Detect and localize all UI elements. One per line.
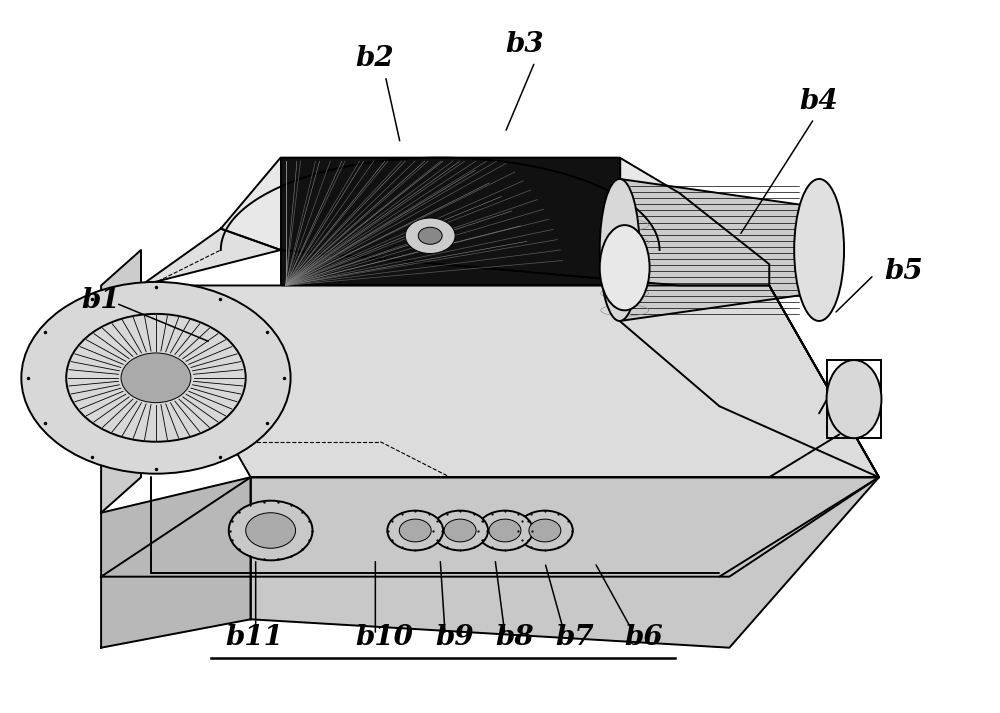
Polygon shape: [620, 179, 819, 321]
Text: b3: b3: [505, 31, 544, 58]
Polygon shape: [141, 229, 281, 285]
Polygon shape: [101, 477, 879, 577]
Circle shape: [432, 511, 488, 550]
Text: b1: b1: [81, 287, 120, 314]
Circle shape: [477, 511, 533, 550]
Text: b7: b7: [555, 625, 593, 651]
Circle shape: [229, 501, 313, 560]
Circle shape: [387, 511, 443, 550]
Circle shape: [529, 519, 561, 542]
Circle shape: [399, 519, 431, 542]
Text: b9: b9: [435, 625, 474, 651]
Text: b6: b6: [625, 625, 663, 651]
Polygon shape: [251, 477, 879, 647]
Circle shape: [517, 511, 573, 550]
Circle shape: [444, 519, 476, 542]
Circle shape: [418, 227, 442, 245]
Circle shape: [405, 218, 455, 254]
Text: b5: b5: [884, 259, 923, 285]
Circle shape: [21, 282, 291, 473]
Text: b2: b2: [355, 46, 394, 73]
Polygon shape: [769, 285, 879, 477]
Text: b4: b4: [799, 88, 838, 115]
Ellipse shape: [827, 360, 881, 438]
Text: b8: b8: [495, 625, 534, 651]
Circle shape: [121, 353, 191, 403]
Circle shape: [246, 513, 296, 548]
Ellipse shape: [600, 225, 650, 310]
Ellipse shape: [600, 179, 640, 321]
Ellipse shape: [794, 179, 844, 321]
Polygon shape: [141, 285, 879, 477]
Polygon shape: [281, 158, 620, 285]
Polygon shape: [101, 250, 141, 513]
Circle shape: [489, 519, 521, 542]
Polygon shape: [221, 158, 769, 285]
Text: b11: b11: [226, 625, 284, 651]
Text: b10: b10: [355, 625, 413, 651]
Polygon shape: [101, 477, 251, 647]
